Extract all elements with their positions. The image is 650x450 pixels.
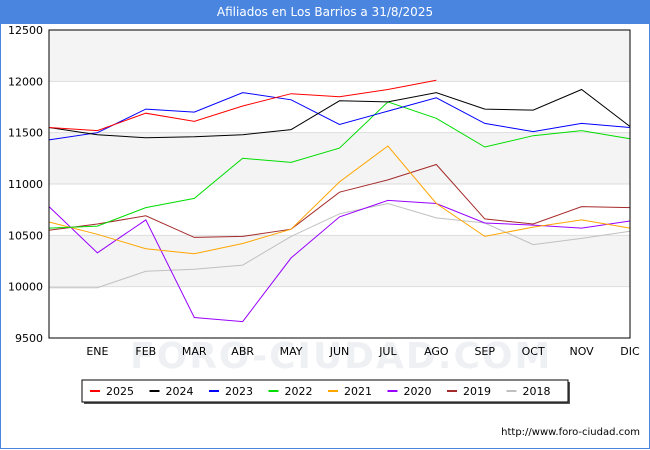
y-tick-label: 10500 [8,229,43,242]
x-axis-ticks: ENE FEB MAR ABR MAY JUN JUL AGO SEP OCT NOV DIC [86,345,640,358]
series-line-2019 [48,163,631,238]
series-line-2023 [48,92,631,141]
legend-box [81,379,569,403]
y-tick-label: 12000 [8,75,43,88]
grid-band [49,30,630,82]
legend-label-2023: 2023 [225,385,253,398]
series-line-2018 [49,202,631,289]
x-tick-label: DIC [620,345,640,358]
series-line-2024 [48,88,631,139]
legend: 2025 2024 2023 2022 2021 2020 2019 2018 [81,379,570,404]
plot-border [48,29,631,339]
x-tick-label: NOV [569,345,594,358]
x-tick-label: AGO [424,345,449,358]
legend-label-2022: 2022 [285,385,313,398]
grid-band [49,235,630,287]
y-tick-label: 9500 [15,332,43,345]
watermark: FORO-CIUDAD.COM [130,336,552,377]
series-line-2025 [48,79,437,132]
x-tick-label: SEP [474,345,495,358]
legend-label-2018: 2018 [523,385,551,398]
legend-label-2024: 2024 [166,385,194,398]
y-tick-label: 11500 [8,127,43,140]
y-tick-label: 11000 [8,178,43,191]
x-tick-label: JUN [329,345,350,358]
x-tick-label: ABR [231,345,254,358]
series-line-2020 [48,199,631,323]
x-tick-label: OCT [522,345,545,358]
series-line-2022 [48,101,631,229]
x-tick-label: JUL [378,345,397,358]
x-tick-label: MAY [280,345,303,358]
grid-bands [49,30,630,287]
source-link[interactable]: http://www.foro-ciudad.com [501,427,640,438]
grid-band [49,132,630,184]
x-tick-label: FEB [135,345,156,358]
legend-label-2021: 2021 [344,385,372,398]
series-line-2021 [48,145,631,255]
legend-label-2025: 2025 [106,385,134,398]
x-tick-label: MAR [182,345,207,358]
y-axis-ticks: 9500 10000 10500 11000 11500 12000 12500 [8,24,43,345]
chart-title: Afiliados en Los Barrios a 31/8/2025 [0,0,650,24]
y-tick-label: 12500 [8,24,43,37]
legend-label-2020: 2020 [404,385,432,398]
legend-label-2019: 2019 [463,385,491,398]
y-tick-label: 10000 [8,281,43,294]
series-lines [48,79,631,323]
x-tick-label: ENE [86,345,108,358]
